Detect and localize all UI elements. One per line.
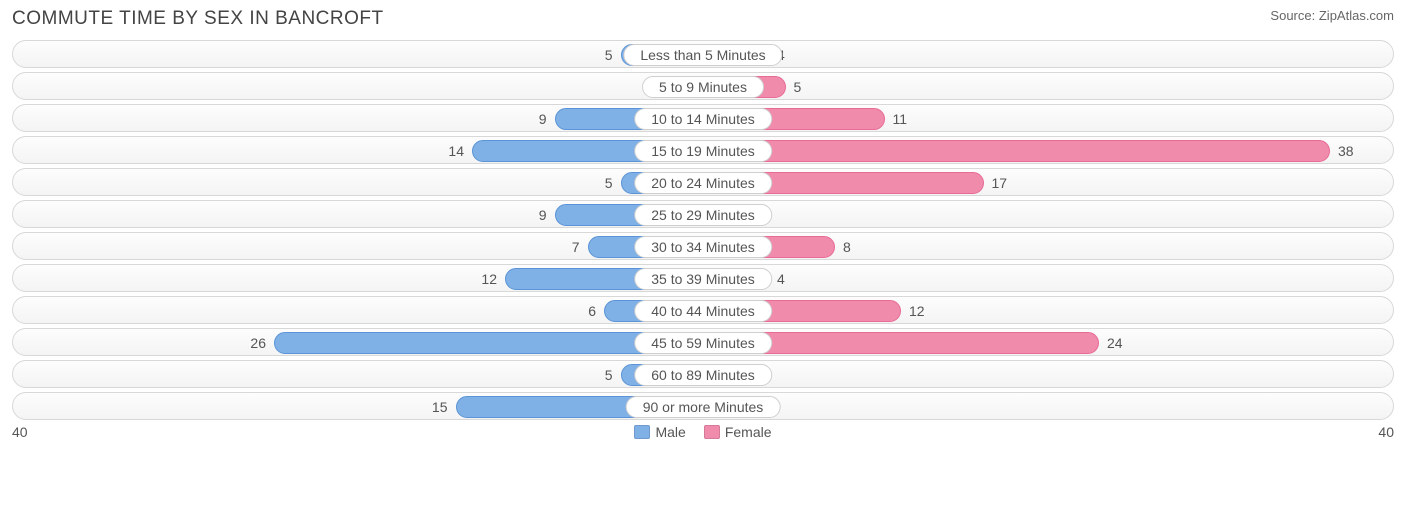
row-label: 60 to 89 Minutes <box>634 364 772 386</box>
chart-title: COMMUTE TIME BY SEX IN BANCROFT <box>12 8 384 30</box>
axis-max-left: 40 <box>12 424 28 440</box>
chart-row: 54Less than 5 Minutes <box>12 40 1394 68</box>
female-value: 5 <box>794 73 802 100</box>
male-value: 9 <box>539 105 547 132</box>
source: Source: ZipAtlas.com <box>1270 8 1394 23</box>
female-value: 17 <box>992 169 1008 196</box>
chart-rows: 54Less than 5 Minutes055 to 9 Minutes911… <box>12 40 1394 420</box>
male-value: 9 <box>539 201 547 228</box>
chart-row: 14 38 15 to 19 Minutes <box>12 136 1394 164</box>
legend-male-label: Male <box>655 424 685 440</box>
male-value: 12 <box>481 265 497 292</box>
row-label: 20 to 24 Minutes <box>634 172 772 194</box>
female-swatch <box>704 425 720 439</box>
female-value: 8 <box>843 233 851 260</box>
row-label: Less than 5 Minutes <box>623 44 782 66</box>
legend-female-label: Female <box>725 424 772 440</box>
row-label: 35 to 39 Minutes <box>634 268 772 290</box>
row-label: 10 to 14 Minutes <box>634 108 772 130</box>
row-label: 45 to 59 Minutes <box>634 332 772 354</box>
row-label: 90 or more Minutes <box>626 396 781 418</box>
chart-row: 26 24 45 to 59 Minutes <box>12 328 1394 356</box>
chart-row: 6 12 40 to 44 Minutes <box>12 296 1394 324</box>
female-value: 4 <box>777 265 785 292</box>
chart-row: 9 11 10 to 14 Minutes <box>12 104 1394 132</box>
female-value: 38 <box>1338 137 1354 164</box>
legend-female: Female <box>704 424 772 440</box>
row-label: 5 to 9 Minutes <box>642 76 764 98</box>
chart-row: 15290 or more Minutes <box>12 392 1394 420</box>
row-label: 30 to 34 Minutes <box>634 236 772 258</box>
chart-footer: 40 Male Female 40 <box>12 424 1394 440</box>
chart-row: 5 17 20 to 24 Minutes <box>12 168 1394 196</box>
axis-max-right: 40 <box>1378 424 1394 440</box>
female-bar <box>703 140 1330 162</box>
chart-header: COMMUTE TIME BY SEX IN BANCROFT Source: … <box>12 8 1394 30</box>
male-swatch <box>634 425 650 439</box>
male-value: 5 <box>605 361 613 388</box>
row-label: 25 to 29 Minutes <box>634 204 772 226</box>
male-value: 6 <box>588 297 596 324</box>
male-value: 5 <box>605 41 613 68</box>
legend: Male Female <box>634 424 771 440</box>
male-value: 14 <box>448 137 464 164</box>
row-label: 15 to 19 Minutes <box>634 140 772 162</box>
male-value: 26 <box>250 329 266 356</box>
male-value: 7 <box>572 233 580 260</box>
legend-male: Male <box>634 424 685 440</box>
source-name: ZipAtlas.com <box>1319 8 1394 23</box>
source-label: Source: <box>1270 8 1315 23</box>
row-label: 40 to 44 Minutes <box>634 300 772 322</box>
chart-row: 5060 to 89 Minutes <box>12 360 1394 388</box>
chart-row: 9025 to 29 Minutes <box>12 200 1394 228</box>
chart-row: 055 to 9 Minutes <box>12 72 1394 100</box>
female-value: 12 <box>909 297 925 324</box>
female-value: 11 <box>893 105 908 132</box>
female-value: 24 <box>1107 329 1123 356</box>
chart-row: 7 8 30 to 34 Minutes <box>12 232 1394 260</box>
male-value: 15 <box>432 393 448 420</box>
chart-row: 12 435 to 39 Minutes <box>12 264 1394 292</box>
male-value: 5 <box>605 169 613 196</box>
